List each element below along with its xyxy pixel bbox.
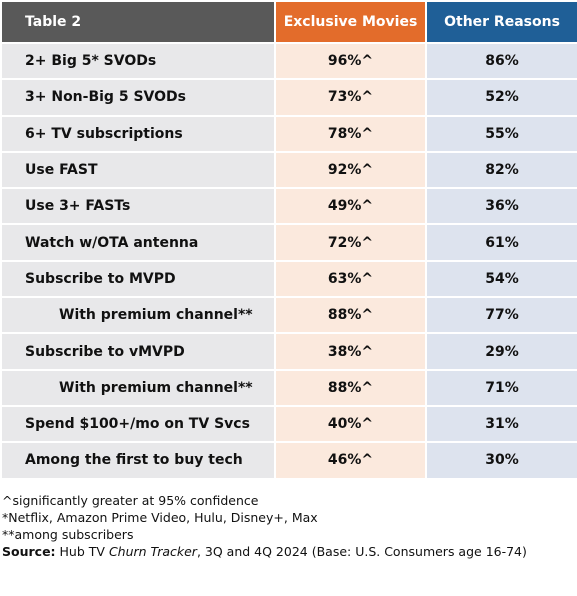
other-cell: 31% (425, 404, 577, 444)
row-label: With premium channel** (0, 296, 276, 335)
row-label: 2+ Big 5* SVODs (0, 41, 276, 81)
header-row: Table 2 Exclusive Movies Other Reasons (0, 0, 577, 44)
row-label: Spend $100+/mo on TV Svcs (0, 404, 276, 444)
table-row: Watch w/OTA antenna 72%^ 61% (0, 223, 577, 262)
table-row: Use 3+ FASTs 49%^ 36% (0, 187, 577, 226)
note: ^significantly greater at 95% confidence (2, 492, 259, 508)
other-cell: 52% (425, 78, 577, 117)
other-cell: 30% (425, 441, 577, 480)
data-table: Table 2 Exclusive Movies Other Reasons 2… (0, 0, 577, 480)
header-cell: Exclusive Movies (274, 0, 427, 44)
row-label: With premium channel** (0, 368, 276, 407)
exclusive-cell: 73%^ (274, 78, 427, 117)
source-text: Hub TV (59, 543, 105, 559)
exclusive-cell: 49%^ (274, 187, 427, 226)
exclusive-cell: 63%^ (274, 259, 427, 299)
exclusive-cell: 72%^ (274, 223, 427, 262)
table-row: Subscribe to vMVPD 38%^ 29% (0, 332, 577, 371)
other-cell: 61% (425, 223, 577, 262)
row-label: 6+ TV subscriptions (0, 114, 276, 153)
note: *Netflix, Amazon Prime Video, Hulu, Disn… (2, 509, 318, 525)
footnotes: ^significantly greater at 95% confidence… (0, 492, 577, 560)
row-label: Watch w/OTA antenna (0, 223, 276, 262)
table-body: 2+ Big 5* SVODs 96%^ 86% 3+ Non-Big 5 SVODs… (0, 41, 577, 480)
table-row: 6+ TV subscriptions 78%^ 55% (0, 114, 577, 153)
exclusive-cell: 88%^ (274, 296, 427, 335)
exclusive-cell: 78%^ (274, 114, 427, 153)
row-label: 3+ Non-Big 5 SVODs (0, 78, 276, 117)
source-title: Churn Tracker (108, 543, 197, 559)
header-cell: Table 2 (0, 0, 276, 44)
row-label: Use FAST (0, 150, 276, 190)
notes: ^significantly greater at 95% confidence… (2, 492, 577, 543)
table-row: 2+ Big 5* SVODs 96%^ 86% (0, 41, 577, 81)
table-header: Table 2 Exclusive Movies Other Reasons (0, 0, 577, 44)
table-row: With premium channel** 88%^ 77% (0, 296, 577, 335)
table-row: Spend $100+/mo on TV Svcs 40%^ 31% (0, 404, 577, 444)
exclusive-cell: 38%^ (274, 332, 427, 371)
exclusive-cell: 46%^ (274, 441, 427, 480)
other-cell: 55% (425, 114, 577, 153)
exclusive-cell: 96%^ (274, 41, 427, 81)
other-cell: 54% (425, 259, 577, 299)
source-text: , 3Q and 4Q 2024 (Base: U.S. Consumers a… (196, 543, 527, 559)
other-cell: 36% (425, 187, 577, 226)
table-row: With premium channel** 88%^ 71% (0, 368, 577, 407)
table-row: Use FAST 92%^ 82% (0, 150, 577, 190)
note: **among subscribers (2, 526, 134, 542)
source-line: Source: Hub TV Churn Tracker, 3Q and 4Q … (2, 543, 577, 560)
other-cell: 82% (425, 150, 577, 190)
row-label: Among the first to buy tech (0, 441, 276, 480)
header-cell: Other Reasons (425, 0, 577, 44)
source-label: Source: (2, 543, 56, 559)
table-row: Among the first to buy tech 46%^ 30% (0, 441, 577, 480)
other-cell: 71% (425, 368, 577, 407)
exclusive-cell: 92%^ (274, 150, 427, 190)
row-label: Use 3+ FASTs (0, 187, 276, 226)
row-label: Subscribe to MVPD (0, 259, 276, 299)
other-cell: 29% (425, 332, 577, 371)
other-cell: 77% (425, 296, 577, 335)
table-row: Subscribe to MVPD 63%^ 54% (0, 259, 577, 299)
table-row: 3+ Non-Big 5 SVODs 73%^ 52% (0, 78, 577, 117)
exclusive-cell: 88%^ (274, 368, 427, 407)
exclusive-cell: 40%^ (274, 404, 427, 444)
other-cell: 86% (425, 41, 577, 81)
row-label: Subscribe to vMVPD (0, 332, 276, 371)
